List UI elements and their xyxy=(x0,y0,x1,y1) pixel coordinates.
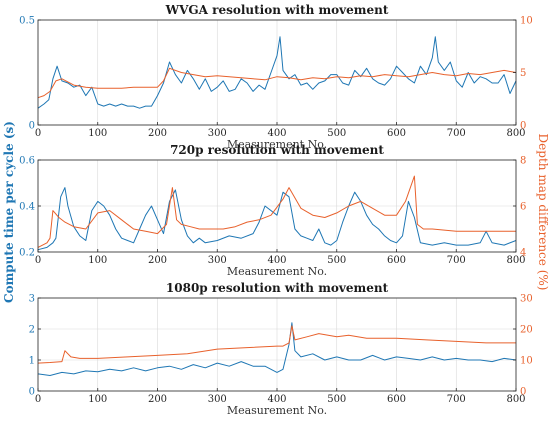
right-y-tick-label: 4 xyxy=(520,248,526,259)
left-y-axis-label: Compute time per cycle (s) xyxy=(2,121,16,303)
x-tick-label: 100 xyxy=(88,128,107,139)
x-axis-label: Measurement No. xyxy=(227,265,327,278)
compute-time-series-line xyxy=(37,36,517,109)
left-y-tick-label: 0 xyxy=(29,387,35,398)
x-tick-label: 300 xyxy=(208,255,227,266)
depth-difference-series-line xyxy=(37,175,516,248)
x-tick-label: 700 xyxy=(447,394,466,405)
x-tick-label: 500 xyxy=(327,255,346,266)
right-y-axis-label: Depth map difference (%) xyxy=(536,134,550,291)
x-tick-label: 100 xyxy=(88,394,107,405)
x-tick-label: 400 xyxy=(267,394,286,405)
x-axis-label: Measurement No. xyxy=(227,404,327,417)
chart-title: 720p resolution with movement xyxy=(170,143,384,157)
left-y-tick-label: 0.5 xyxy=(19,16,35,27)
left-y-tick-label: 1 xyxy=(29,356,35,367)
x-axis-label: Measurement No. xyxy=(227,138,327,151)
x-tick-label: 300 xyxy=(208,128,227,139)
right-y-tick-label: 30 xyxy=(520,294,533,305)
x-tick-label: 800 xyxy=(506,128,525,139)
right-y-tick-label: 8 xyxy=(520,156,526,167)
x-tick-label: 600 xyxy=(387,394,406,405)
x-tick-label: 700 xyxy=(447,128,466,139)
right-y-tick-label: 10 xyxy=(520,16,533,27)
x-tick-label: 0 xyxy=(35,394,41,405)
depth-difference-series-line xyxy=(37,67,517,99)
left-y-tick-label: 0.4 xyxy=(19,202,35,213)
x-tick-label: 400 xyxy=(267,128,286,139)
x-tick-label: 200 xyxy=(148,128,167,139)
left-y-tick-label: 2 xyxy=(29,325,35,336)
x-tick-label: 300 xyxy=(208,394,227,405)
x-tick-label: 600 xyxy=(387,255,406,266)
chart-panel-3 xyxy=(37,297,517,392)
left-y-tick-label: 0.6 xyxy=(19,156,35,167)
x-tick-label: 400 xyxy=(267,255,286,266)
left-y-tick-label: 3 xyxy=(29,294,35,305)
compute-time-series-line xyxy=(37,187,517,251)
right-y-tick-label: 0 xyxy=(520,121,526,132)
x-tick-label: 600 xyxy=(387,128,406,139)
left-y-tick-label: 0 xyxy=(29,121,35,132)
x-tick-label: 0 xyxy=(35,128,41,139)
right-y-tick-label: 0 xyxy=(520,387,526,398)
compute-time-series-line xyxy=(37,322,517,376)
depth-difference-series-line xyxy=(37,325,516,364)
chart-title: 1080p resolution with movement xyxy=(166,281,389,295)
chart-panel-1 xyxy=(37,19,517,126)
x-tick-label: 0 xyxy=(35,255,41,266)
x-tick-label: 800 xyxy=(506,394,525,405)
x-tick-label: 500 xyxy=(327,128,346,139)
right-y-tick-label: 6 xyxy=(520,202,526,213)
x-tick-label: 800 xyxy=(506,255,525,266)
left-y-tick-label: 0.2 xyxy=(19,248,35,259)
chart-title: WVGA resolution with movement xyxy=(165,3,389,17)
chart-panel-2 xyxy=(37,159,517,253)
x-tick-label: 700 xyxy=(447,255,466,266)
x-tick-label: 500 xyxy=(327,394,346,405)
right-y-tick-label: 5 xyxy=(520,68,526,79)
x-tick-label: 200 xyxy=(148,255,167,266)
x-tick-label: 100 xyxy=(88,255,107,266)
right-y-tick-label: 20 xyxy=(520,325,533,336)
x-tick-label: 200 xyxy=(148,394,167,405)
right-y-tick-label: 10 xyxy=(520,356,533,367)
